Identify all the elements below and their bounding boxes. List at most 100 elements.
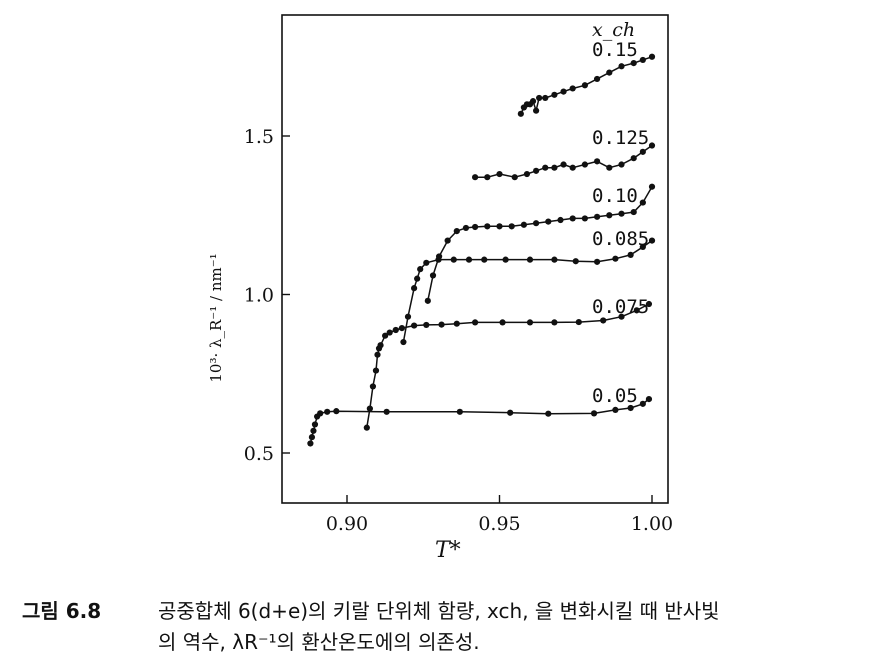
data-point-0.125 bbox=[533, 167, 540, 174]
data-point-0.075 bbox=[633, 307, 640, 314]
data-point-0.15 bbox=[542, 94, 549, 102]
data-point-0.075 bbox=[382, 332, 389, 339]
data-point-0.05 bbox=[639, 400, 646, 407]
data-point-0.085 bbox=[400, 338, 407, 346]
data-point-0.10 bbox=[581, 215, 589, 222]
data-point-0.10 bbox=[545, 218, 552, 225]
series-label-0.075: 0.075 bbox=[592, 296, 649, 318]
data-point-0.05 bbox=[324, 408, 331, 415]
data-point-0.15 bbox=[517, 110, 524, 117]
data-point-0.10 bbox=[520, 221, 528, 228]
data-point-0.085 bbox=[648, 237, 656, 244]
data-point-0.10 bbox=[569, 215, 576, 222]
data-point-0.075 bbox=[398, 325, 405, 332]
data-point-0.05 bbox=[333, 408, 340, 415]
data-point-0.10 bbox=[484, 223, 491, 230]
data-point-0.085 bbox=[411, 285, 418, 292]
x-tick-label: 0.90 bbox=[326, 513, 368, 535]
data-point-0.085 bbox=[526, 256, 534, 263]
figure-caption: 그림 6.8 공중합체 6(d+e)의 키랄 단위체 함량, xch, 을 변화시… bbox=[22, 596, 882, 658]
data-point-0.075 bbox=[411, 322, 418, 329]
data-point-0.10 bbox=[606, 212, 613, 219]
data-point-0.10 bbox=[508, 223, 515, 230]
x-tick-label: 0.95 bbox=[478, 513, 520, 535]
data-point-0.085 bbox=[612, 255, 619, 262]
data-point-0.125 bbox=[569, 164, 576, 171]
caption-number: 그림 6.8 bbox=[22, 599, 102, 623]
data-point-0.075 bbox=[600, 317, 607, 324]
legend-title: x_ch bbox=[592, 19, 635, 41]
data-point-0.125 bbox=[630, 155, 637, 162]
data-point-0.075 bbox=[377, 342, 384, 349]
data-point-0.10 bbox=[436, 253, 443, 260]
data-point-0.075 bbox=[618, 313, 625, 320]
series-points bbox=[307, 53, 656, 447]
data-point-0.075 bbox=[453, 320, 460, 327]
series-label-0.10: 0.10 bbox=[592, 185, 638, 207]
data-point-0.085 bbox=[627, 251, 634, 258]
data-point-0.10 bbox=[472, 223, 479, 231]
data-point-0.10 bbox=[462, 224, 470, 232]
data-point-0.125 bbox=[523, 170, 531, 178]
data-point-0.085 bbox=[502, 256, 509, 263]
data-point-0.10 bbox=[557, 216, 564, 224]
data-point-0.15 bbox=[581, 82, 589, 89]
data-point-0.15 bbox=[529, 98, 537, 105]
data-point-0.10 bbox=[453, 228, 460, 235]
series-label-0.085: 0.085 bbox=[592, 228, 649, 250]
data-point-0.15 bbox=[618, 63, 625, 70]
data-point-0.125 bbox=[618, 161, 625, 168]
data-point-0.075 bbox=[551, 319, 558, 326]
data-point-0.05 bbox=[311, 421, 319, 428]
data-point-0.05 bbox=[383, 408, 390, 415]
data-point-0.075 bbox=[499, 319, 506, 326]
data-point-0.075 bbox=[374, 351, 381, 358]
data-point-0.085 bbox=[417, 266, 424, 273]
series-labels: 0.15 0.125 0.10 0.085 0.075 0.05 bbox=[592, 39, 649, 407]
data-point-0.125 bbox=[472, 174, 479, 181]
data-point-0.085 bbox=[481, 256, 488, 263]
data-point-0.05 bbox=[545, 410, 552, 417]
data-point-0.10 bbox=[496, 223, 503, 230]
y-axis-title: 10³· λ_R⁻¹ / nm⁻¹ bbox=[207, 253, 225, 382]
series-line-0.075 bbox=[366, 303, 650, 429]
data-point-0.085 bbox=[450, 256, 457, 263]
data-point-0.125 bbox=[551, 164, 558, 171]
data-point-0.125 bbox=[496, 170, 503, 178]
series-label-0.125: 0.125 bbox=[592, 127, 649, 149]
data-point-0.075 bbox=[386, 329, 393, 336]
data-point-0.05 bbox=[310, 427, 317, 434]
data-point-0.15 bbox=[648, 53, 656, 60]
data-point-0.085 bbox=[572, 258, 579, 265]
data-point-0.085 bbox=[404, 313, 412, 320]
data-point-0.075 bbox=[423, 321, 430, 329]
data-point-0.10 bbox=[533, 220, 540, 227]
data-point-0.075 bbox=[575, 318, 582, 326]
data-point-0.05 bbox=[456, 408, 463, 415]
data-point-0.075 bbox=[645, 300, 653, 308]
data-point-0.15 bbox=[594, 75, 601, 83]
data-point-0.075 bbox=[526, 319, 534, 326]
series-line-0.10 bbox=[427, 185, 653, 302]
data-point-0.10 bbox=[594, 213, 601, 220]
data-point-0.10 bbox=[648, 183, 656, 190]
data-point-0.05 bbox=[317, 410, 324, 417]
series-label-0.05: 0.05 bbox=[592, 385, 638, 407]
data-point-0.125 bbox=[581, 161, 589, 168]
x-axis-title: T* bbox=[435, 538, 461, 563]
data-point-0.085 bbox=[465, 256, 473, 263]
data-point-0.075 bbox=[438, 321, 445, 328]
data-point-0.085 bbox=[594, 258, 601, 265]
x-axis-ticks: 0.90 0.95 1.00 bbox=[326, 495, 673, 535]
data-point-0.15 bbox=[606, 69, 613, 76]
data-point-0.085 bbox=[551, 256, 558, 263]
data-point-0.15 bbox=[569, 85, 576, 92]
y-axis-ticks: 0.5 1.0 1.5 bbox=[244, 126, 290, 465]
data-point-0.075 bbox=[363, 424, 370, 431]
data-point-0.10 bbox=[444, 237, 451, 244]
data-point-0.10 bbox=[639, 199, 646, 206]
data-point-0.125 bbox=[648, 142, 656, 149]
data-point-0.15 bbox=[533, 107, 540, 114]
data-point-0.125 bbox=[606, 164, 613, 171]
